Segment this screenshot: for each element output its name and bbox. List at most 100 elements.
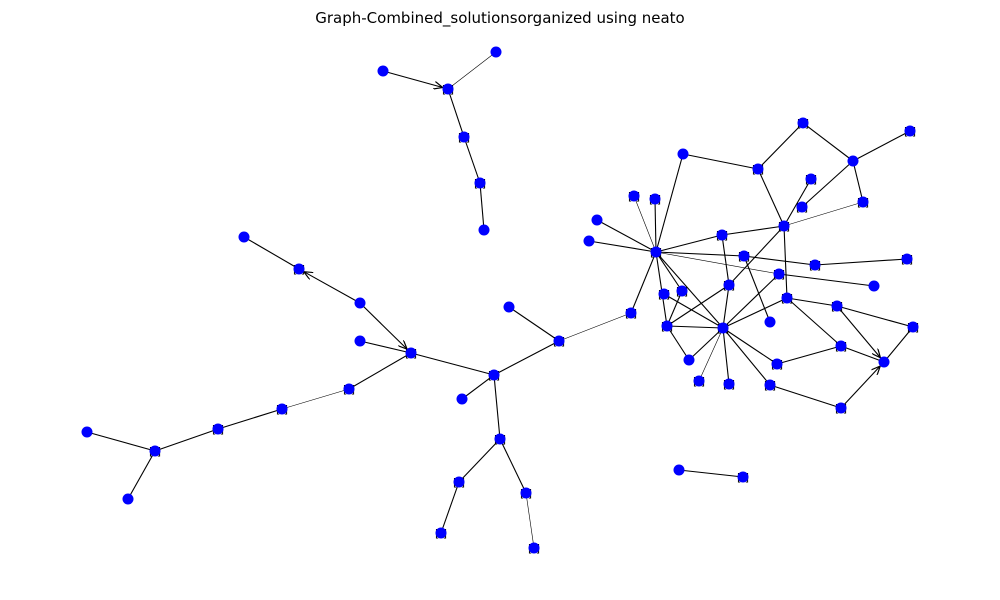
graph-edge — [359, 340, 412, 354]
graph-node — [857, 196, 869, 208]
graph-node — [796, 201, 808, 213]
graph-edge — [757, 168, 785, 227]
graph-node — [649, 193, 661, 205]
graph-node — [878, 356, 890, 368]
graph-node — [494, 433, 506, 445]
graph-edge — [348, 352, 412, 390]
graph-node — [354, 335, 366, 347]
graph-node — [478, 224, 490, 236]
graph-edge — [722, 284, 730, 329]
graph-node — [520, 487, 532, 499]
graph-edge — [688, 327, 724, 361]
graph-edge — [666, 325, 690, 361]
graph-node — [474, 177, 486, 189]
graph-node — [81, 426, 93, 438]
graph-node — [661, 320, 673, 332]
graph-edge — [883, 326, 914, 363]
graph-edge — [721, 234, 730, 286]
graph-edge — [633, 195, 657, 253]
graph-edge — [663, 293, 724, 329]
graph-node — [677, 148, 689, 160]
graph-edge — [655, 251, 724, 329]
graph-edge — [743, 255, 816, 266]
graph-edge — [281, 388, 350, 410]
graph-node — [212, 423, 224, 435]
graph-edge — [682, 153, 759, 170]
graph-edge — [722, 273, 780, 329]
graph-node — [693, 375, 705, 387]
graph-node — [868, 280, 880, 292]
graph-node — [771, 358, 783, 370]
graph-node — [673, 464, 685, 476]
graph-edge — [778, 273, 875, 287]
graph-edge — [499, 438, 527, 494]
graph-node — [453, 476, 465, 488]
graph-node — [553, 335, 565, 347]
graph-edge — [786, 297, 838, 307]
graph-node — [738, 250, 750, 262]
graph-node — [293, 263, 305, 275]
graph-edge — [722, 327, 771, 386]
graph-edge — [654, 198, 657, 253]
graph-edge — [743, 255, 771, 323]
graph-node — [781, 292, 793, 304]
graph-edge — [728, 225, 785, 286]
graph-node — [583, 235, 595, 247]
graph-node — [778, 220, 790, 232]
graph-node — [435, 527, 447, 539]
graph-node — [343, 383, 355, 395]
graph-edge — [154, 428, 219, 452]
graph-edge — [655, 251, 745, 257]
graph-edge — [852, 160, 864, 203]
graph-edge — [127, 450, 156, 500]
graph-node — [628, 190, 640, 202]
graph-edge — [655, 251, 668, 327]
graph-edge — [447, 88, 465, 138]
graph-edge — [655, 234, 723, 253]
graph-node — [405, 347, 417, 359]
graph-edge — [852, 130, 911, 162]
graph-node — [528, 542, 540, 554]
graph-node — [835, 402, 847, 414]
graph-node — [676, 285, 688, 297]
graph-edge — [678, 469, 744, 478]
graph-node — [805, 173, 817, 185]
graph-edge — [493, 374, 501, 440]
graph-edge — [698, 327, 724, 382]
graph-edge — [217, 408, 283, 430]
label-layer: [ ][ ][ ][ ][ ][ ][ ][ ][ ][ ][ ][ ][ ][… — [149, 83, 919, 555]
graph-node — [658, 288, 670, 300]
graph-node — [901, 253, 913, 265]
graph-node — [831, 300, 843, 312]
graph-node — [490, 46, 502, 58]
graph-title: Graph-Combined_solutionsorganized using … — [315, 9, 685, 27]
graph-edge — [479, 182, 485, 231]
edge-layer — [86, 51, 914, 549]
graph-edge — [721, 225, 785, 236]
graph-edge — [722, 327, 730, 385]
graph-edge — [783, 178, 812, 227]
graph-node — [488, 369, 500, 381]
graph-edge — [757, 122, 804, 170]
graph-node — [442, 83, 454, 95]
graph-edge — [508, 306, 560, 342]
graph-node — [797, 117, 809, 129]
graph-edge — [666, 290, 683, 327]
graph-edge — [814, 258, 908, 266]
graph-edge — [840, 366, 880, 409]
graph-edge — [655, 251, 780, 275]
graph-edge — [304, 272, 361, 304]
graph-edge — [783, 225, 788, 299]
graph-node — [737, 471, 749, 483]
graph-node — [650, 246, 662, 258]
graph-node — [773, 268, 785, 280]
graph-edge — [836, 305, 880, 358]
graph-edge — [458, 438, 501, 483]
graph-edge — [558, 312, 632, 342]
graph-edge — [776, 345, 842, 365]
graph-node — [809, 259, 821, 271]
graph-edge — [840, 345, 885, 363]
graph-node — [723, 378, 735, 390]
graph-node — [907, 321, 919, 333]
